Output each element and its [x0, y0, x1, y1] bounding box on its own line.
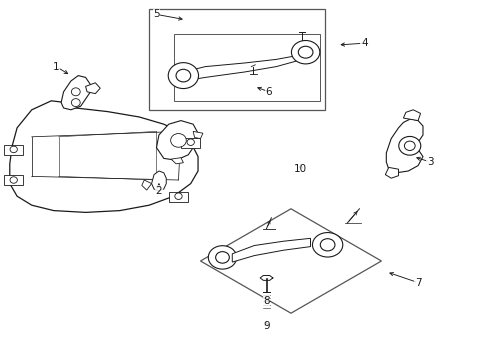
Ellipse shape — [320, 239, 334, 251]
Text: 6: 6 — [265, 87, 272, 97]
Polygon shape — [171, 158, 183, 164]
Text: 9: 9 — [263, 321, 269, 331]
Text: 10: 10 — [294, 164, 306, 174]
Ellipse shape — [404, 141, 414, 150]
Ellipse shape — [71, 99, 80, 107]
Ellipse shape — [10, 177, 18, 183]
Polygon shape — [232, 238, 310, 262]
Text: 7: 7 — [414, 278, 421, 288]
Polygon shape — [193, 131, 203, 139]
Bar — [4, 145, 23, 155]
Text: 3: 3 — [426, 157, 433, 167]
Bar — [173, 34, 320, 101]
Ellipse shape — [186, 139, 194, 145]
Polygon shape — [156, 121, 198, 160]
Polygon shape — [200, 209, 381, 313]
Bar — [168, 192, 188, 202]
Polygon shape — [403, 110, 420, 121]
Polygon shape — [85, 83, 100, 94]
Polygon shape — [385, 167, 398, 178]
Polygon shape — [142, 180, 151, 190]
Bar — [4, 175, 23, 185]
Ellipse shape — [176, 69, 190, 82]
Polygon shape — [61, 76, 90, 110]
Bar — [149, 9, 325, 110]
Ellipse shape — [215, 252, 229, 263]
Text: 5: 5 — [153, 9, 160, 19]
Ellipse shape — [298, 46, 312, 58]
Polygon shape — [151, 171, 166, 191]
Text: 4: 4 — [360, 38, 367, 48]
Ellipse shape — [168, 63, 198, 89]
Text: 1: 1 — [53, 62, 60, 72]
Polygon shape — [386, 119, 422, 173]
Ellipse shape — [170, 134, 186, 147]
Text: 2: 2 — [155, 186, 162, 196]
Polygon shape — [10, 101, 198, 212]
Ellipse shape — [175, 193, 182, 199]
Ellipse shape — [10, 146, 18, 153]
Ellipse shape — [312, 233, 342, 257]
Polygon shape — [183, 56, 295, 81]
Ellipse shape — [208, 246, 236, 269]
Ellipse shape — [398, 136, 420, 155]
Text: 8: 8 — [263, 296, 269, 306]
Ellipse shape — [71, 88, 80, 96]
Bar — [181, 138, 200, 148]
Ellipse shape — [291, 40, 319, 64]
